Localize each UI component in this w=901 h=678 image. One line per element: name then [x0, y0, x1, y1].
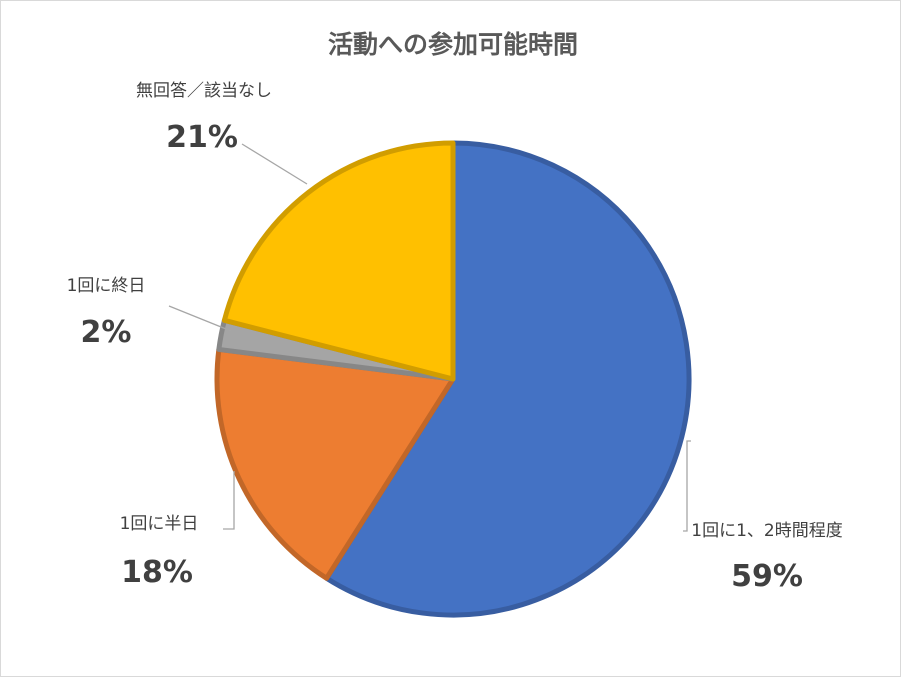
leader-line	[223, 471, 235, 530]
slice-category-label: 無回答／該当なし	[136, 81, 272, 101]
leader-line	[241, 143, 308, 185]
data-labels: 1回に1、2時間程度 59% 1回に半日 18% 1回に終日 2% 無回答／該当なし 21%	[67, 81, 843, 594]
pie-slices	[214, 140, 692, 618]
slice-percent-label: 2%	[81, 315, 132, 350]
pie-slice	[214, 346, 456, 581]
slice-category-label: 1回に半日	[120, 514, 199, 534]
slice-percent-label: 18%	[121, 555, 193, 590]
pie-slice	[221, 140, 456, 382]
leader-line	[683, 440, 691, 532]
slice-category-label: 1回に終日	[67, 276, 146, 296]
slice-category-label: 1回に1、2時間程度	[691, 521, 842, 541]
leader-line	[168, 305, 232, 332]
chart-title: 活動への参加可能時間	[328, 30, 578, 59]
slice-percent-label: 21%	[166, 120, 238, 155]
pie-slice	[324, 140, 692, 618]
slice-percent-label: 59%	[731, 559, 803, 594]
leader-lines	[168, 143, 691, 532]
